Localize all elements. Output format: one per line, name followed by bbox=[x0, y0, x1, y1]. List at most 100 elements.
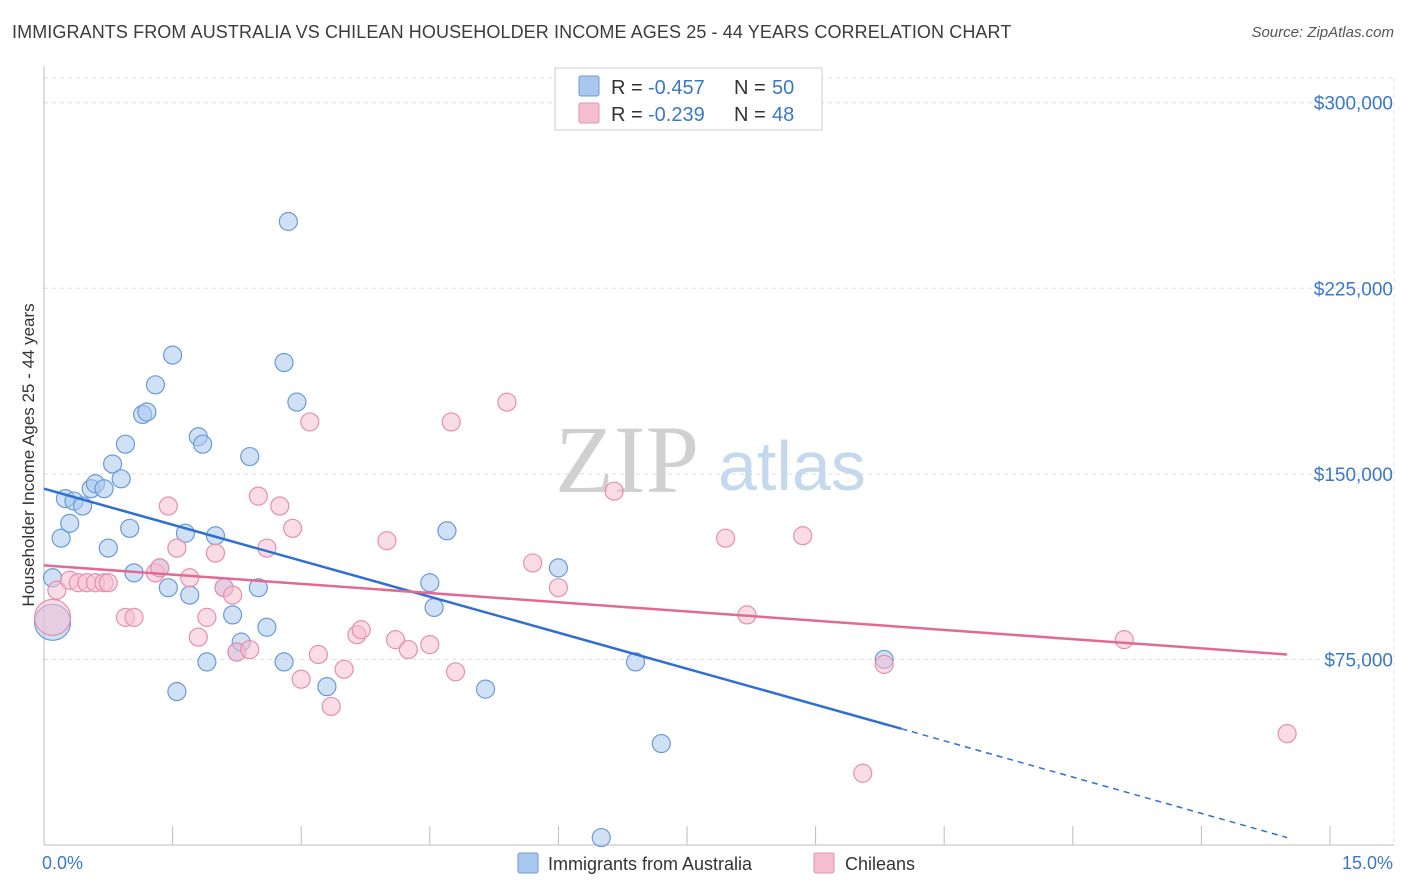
chileans-point-47 bbox=[874, 654, 894, 674]
australia-point-34 bbox=[248, 578, 268, 598]
australia-point-11 bbox=[102, 454, 123, 474]
australia-point-13 bbox=[115, 434, 136, 454]
chileans-point-49 bbox=[1277, 724, 1297, 744]
australia-point-44 bbox=[475, 679, 496, 699]
australia-point-41 bbox=[420, 573, 440, 593]
australia-point-20 bbox=[158, 578, 178, 598]
chart-title: IMMIGRANTS FROM AUSTRALIA VS CHILEAN HOU… bbox=[12, 22, 1012, 42]
x-tick-labels: 0.0% 15.0% bbox=[42, 853, 1393, 873]
chileans-point-22 bbox=[248, 486, 268, 506]
legend-r-value-2: -0.239 bbox=[648, 104, 705, 126]
chileans-point-32 bbox=[351, 620, 371, 640]
australia-point-4 bbox=[60, 513, 80, 533]
australia-point-37 bbox=[274, 352, 294, 373]
legend: R = -0.457 N = 50 R = -0.239 N = 48 bbox=[554, 67, 823, 131]
chileans-point-17 bbox=[205, 543, 226, 563]
chileans-point-19 bbox=[223, 585, 243, 605]
bottom-legend-label-chileans: Chileans bbox=[845, 854, 915, 874]
legend-n-value-1: 50 bbox=[772, 77, 794, 99]
y-tick-label-0: $75,000 bbox=[1324, 650, 1393, 671]
chileans-point-33 bbox=[377, 531, 397, 551]
chileans-point-16 bbox=[197, 607, 217, 627]
legend-n-label-1: N = bbox=[734, 77, 766, 99]
axes bbox=[43, 66, 1394, 846]
chileans-point-38 bbox=[445, 662, 466, 682]
australia-point-47 bbox=[625, 652, 646, 672]
australia-point-39 bbox=[287, 392, 307, 412]
legend-n-label-2: N = bbox=[734, 104, 766, 126]
legend-swatch-australia bbox=[578, 75, 600, 97]
australia-point-36 bbox=[274, 652, 294, 672]
y-tick-label-2: $225,000 bbox=[1314, 279, 1393, 300]
y-axis-title: Householder Income Ages 25 - 44 years bbox=[19, 303, 38, 606]
watermark: ZIP atlas bbox=[555, 406, 866, 513]
australia-point-12 bbox=[111, 469, 131, 489]
bottom-legend-swatch-australia bbox=[517, 852, 539, 874]
chileans-point-13 bbox=[167, 538, 187, 558]
australia-point-33 bbox=[240, 446, 260, 467]
bottom-legend-swatch-chileans bbox=[813, 852, 835, 874]
x-tick-label-0: 0.0% bbox=[42, 853, 83, 873]
australia-point-9 bbox=[94, 479, 114, 499]
australia-point-30 bbox=[223, 605, 243, 625]
chileans-point-12 bbox=[158, 496, 178, 516]
chileans-point-35 bbox=[398, 639, 418, 660]
chileans-point-27 bbox=[300, 412, 320, 432]
chileans-point-25 bbox=[283, 518, 303, 538]
australia-point-40 bbox=[317, 677, 337, 697]
y-tick-label-3: $300,000 bbox=[1314, 94, 1393, 115]
trendline-australia bbox=[43, 487, 902, 730]
trendline-australia-extension bbox=[901, 727, 1288, 839]
chileans-point-0 bbox=[33, 598, 72, 636]
chileans-point-37 bbox=[441, 412, 461, 432]
australia-point-22 bbox=[167, 681, 187, 702]
australia-point-45 bbox=[548, 558, 569, 578]
chileans-point-41 bbox=[548, 578, 569, 598]
y-tick-label-1: $150,000 bbox=[1314, 465, 1393, 486]
legend-r-label-1: R = bbox=[611, 77, 643, 99]
chileans-point-26 bbox=[291, 669, 311, 689]
australia-point-27 bbox=[197, 652, 217, 672]
australia-point-43 bbox=[437, 521, 457, 541]
australia-point-42 bbox=[424, 597, 444, 618]
chileans-point-45 bbox=[793, 526, 813, 546]
chart-source: Source: ZipAtlas.com bbox=[1251, 24, 1394, 41]
legend-swatch-chileans bbox=[578, 102, 600, 124]
chileans-point-39 bbox=[497, 392, 517, 412]
chileans-point-46 bbox=[853, 763, 873, 783]
chileans-point-29 bbox=[321, 696, 341, 717]
legend-r-label-2: R = bbox=[611, 104, 643, 126]
watermark-zip: ZIP bbox=[555, 406, 699, 513]
chileans-point-21 bbox=[240, 639, 260, 660]
australia-point-17 bbox=[137, 402, 157, 422]
australia-point-21 bbox=[163, 345, 183, 365]
australia-point-46 bbox=[591, 827, 611, 848]
trendlines bbox=[43, 487, 1288, 839]
chileans-point-15 bbox=[188, 627, 208, 647]
australia-point-10 bbox=[98, 538, 118, 558]
watermark-atlas: atlas bbox=[718, 427, 866, 505]
legend-n-value-2: 48 bbox=[772, 104, 794, 126]
chileans-point-42 bbox=[604, 481, 624, 501]
chileans-point-34 bbox=[385, 630, 406, 650]
chileans-point-43 bbox=[715, 528, 736, 548]
trendline-chileans bbox=[43, 564, 1288, 656]
bottom-legend-label-australia: Immigrants from Australia bbox=[548, 854, 753, 874]
chileans-point-28 bbox=[308, 644, 328, 665]
x-tick-label-1: 15.0% bbox=[1342, 853, 1393, 873]
chileans-point-40 bbox=[523, 553, 543, 573]
y-tick-labels: $75,000 $150,000 $225,000 $300,000 bbox=[1314, 94, 1393, 672]
chileans-point-30 bbox=[334, 659, 354, 679]
chileans-point-36 bbox=[420, 634, 440, 655]
australia-point-24 bbox=[180, 585, 200, 605]
australia-point-3 bbox=[51, 528, 71, 548]
chileans-point-1 bbox=[47, 580, 67, 600]
chileans-point-48 bbox=[1114, 630, 1134, 650]
chileans-point-7 bbox=[98, 573, 118, 593]
legend-r-value-1: -0.457 bbox=[648, 77, 705, 99]
chileans-point-14 bbox=[180, 568, 200, 588]
australia-point-38 bbox=[278, 211, 298, 232]
series-immigrants-australia bbox=[33, 211, 894, 848]
australia-point-14 bbox=[120, 518, 140, 538]
